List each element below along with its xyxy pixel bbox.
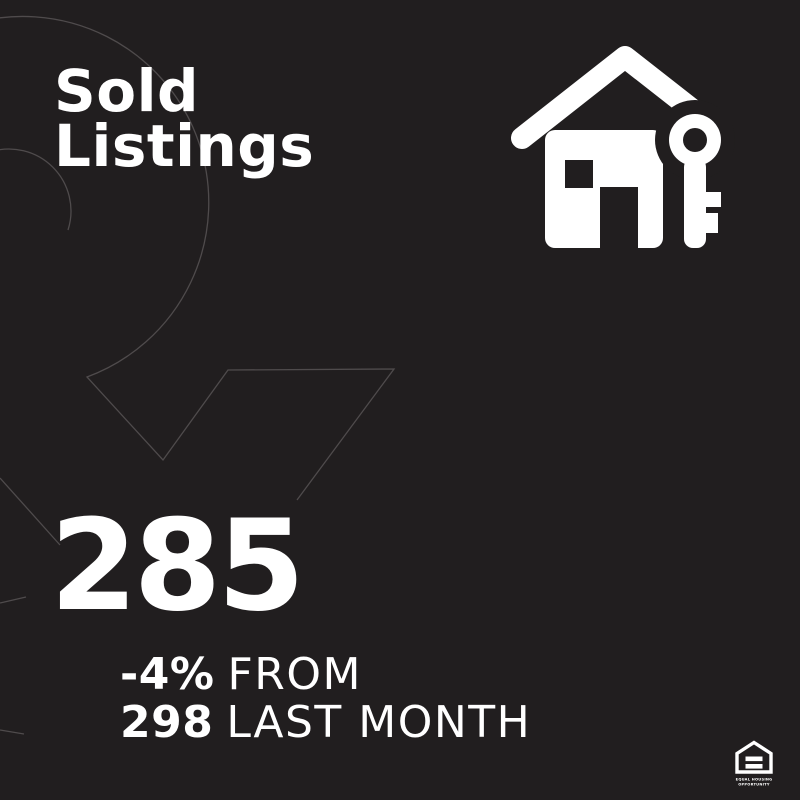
house-key-icon xyxy=(511,46,735,248)
key-tooth-lower xyxy=(704,213,718,233)
change-percent: -4% xyxy=(120,649,215,700)
page-title: Sold Listings xyxy=(54,57,315,180)
title-line-2: Listings xyxy=(54,112,315,180)
window-cutout xyxy=(565,160,593,188)
numeral-2-bowl-inner xyxy=(0,148,72,231)
numeral-2-spine-fragment xyxy=(0,477,61,546)
numeral-2-base-fragment xyxy=(0,729,25,735)
eho-text-line-1: EQUAL HOUSING xyxy=(736,778,773,782)
change-line: -4% FROM xyxy=(120,651,531,699)
eho-text-line-2: OPPORTUNITY xyxy=(738,783,770,787)
key-shaft xyxy=(684,158,706,248)
door-cutout xyxy=(600,187,638,248)
equal-housing-opportunity-logo: EQUAL HOUSING OPPORTUNITY xyxy=(735,740,773,787)
previous-label: LAST MONTH xyxy=(226,697,532,748)
change-label: FROM xyxy=(227,649,362,700)
stat-comparison: -4% FROM 298 LAST MONTH xyxy=(120,651,531,747)
title-line-1: Sold xyxy=(54,57,200,125)
numeral-2-bowl-outer xyxy=(0,15,396,501)
eho-house-outline xyxy=(735,740,773,774)
eho-equals-bottom xyxy=(745,764,763,769)
previous-value: 298 xyxy=(120,697,214,748)
roof xyxy=(511,46,719,149)
sold-count-value: 285 xyxy=(50,492,305,639)
key-ring-hole xyxy=(683,128,707,152)
previous-line: 298 LAST MONTH xyxy=(120,699,531,747)
numeral-2-tail-fragment xyxy=(0,596,27,604)
key-tooth-upper xyxy=(704,192,721,207)
eho-equals-top xyxy=(745,756,763,762)
